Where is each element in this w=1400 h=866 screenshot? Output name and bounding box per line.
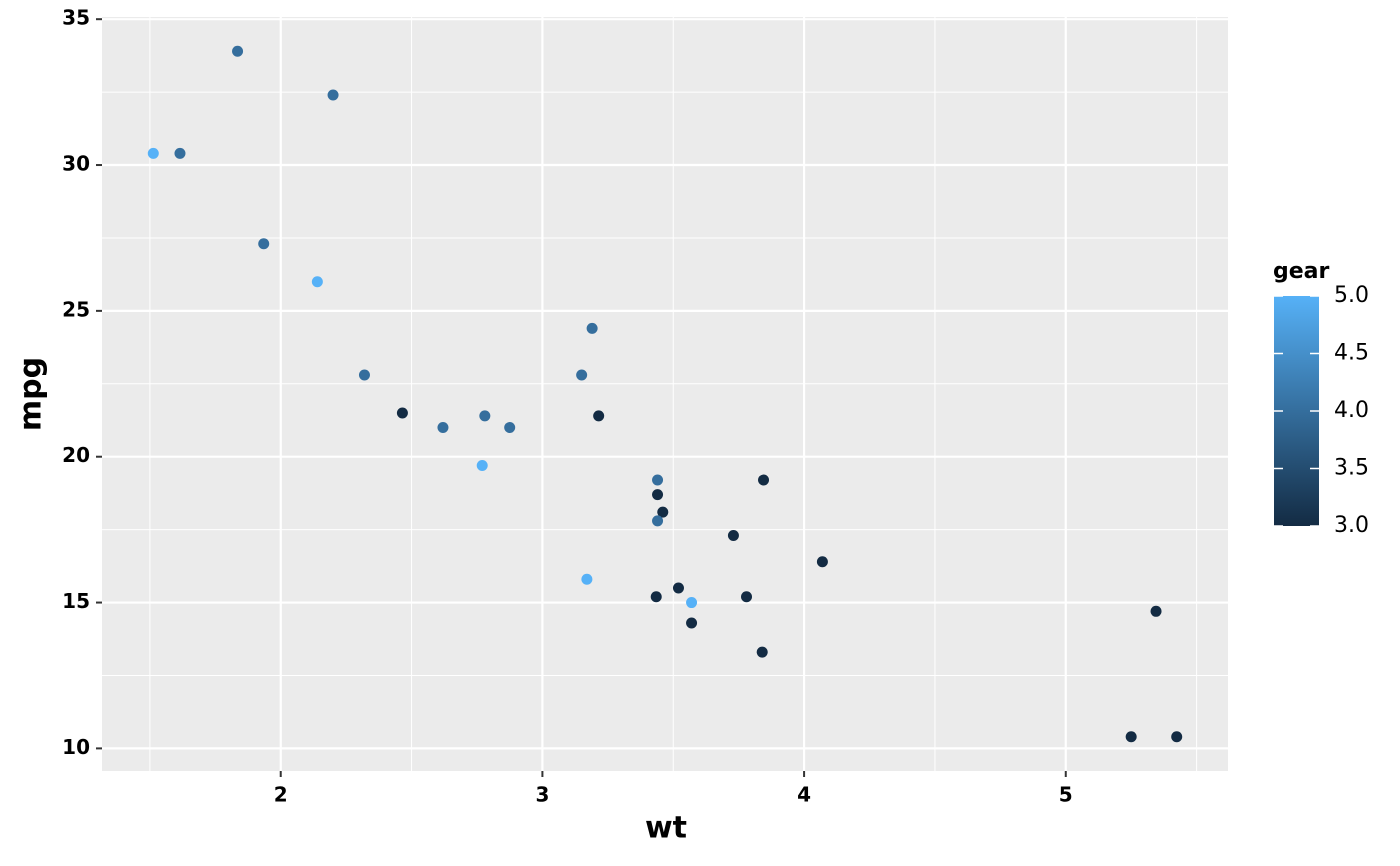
point — [657, 506, 669, 518]
x-tick-label: 2 — [274, 783, 288, 807]
point — [816, 556, 828, 568]
y-axis-label: mpg — [14, 357, 49, 431]
legend-label: 3.5 — [1334, 456, 1369, 481]
point — [311, 276, 323, 288]
y-tick-label: 25 — [62, 297, 90, 321]
x-tick-label: 4 — [797, 783, 811, 807]
point — [258, 238, 270, 250]
y-tick-label: 10 — [62, 735, 90, 759]
point — [652, 515, 664, 527]
x-tick-label: 3 — [535, 783, 549, 807]
point — [147, 147, 159, 159]
point — [586, 322, 598, 334]
point — [758, 474, 770, 486]
x-tick-label: 5 — [1059, 783, 1073, 807]
point — [1125, 731, 1137, 743]
point — [232, 45, 244, 57]
point — [686, 597, 698, 609]
point — [476, 459, 488, 471]
y-tick-label: 30 — [62, 152, 90, 176]
point — [479, 410, 491, 422]
y-tick-label: 15 — [62, 589, 90, 613]
point — [327, 89, 339, 101]
legend-title: gear — [1273, 259, 1330, 284]
legend-label: 4.5 — [1334, 341, 1369, 366]
point — [652, 474, 664, 486]
point — [576, 369, 588, 381]
point — [358, 369, 370, 381]
point — [756, 646, 768, 658]
legend-label: 3.0 — [1334, 513, 1369, 538]
point — [581, 573, 593, 585]
point — [593, 410, 605, 422]
point — [686, 617, 698, 629]
point — [652, 489, 664, 501]
point — [1171, 731, 1183, 743]
point — [504, 422, 516, 434]
point — [396, 407, 408, 419]
point — [650, 591, 662, 603]
point — [727, 529, 739, 541]
y-tick-label: 20 — [62, 443, 90, 467]
panel — [102, 17, 1228, 771]
point — [741, 591, 753, 603]
legend-label: 5.0 — [1334, 283, 1369, 308]
legend-label: 4.0 — [1334, 398, 1369, 423]
y-tick-label: 35 — [62, 6, 90, 30]
point — [672, 582, 684, 594]
x-axis-label: wt — [645, 811, 687, 846]
point — [1150, 605, 1162, 617]
point — [437, 422, 449, 434]
point — [174, 147, 186, 159]
